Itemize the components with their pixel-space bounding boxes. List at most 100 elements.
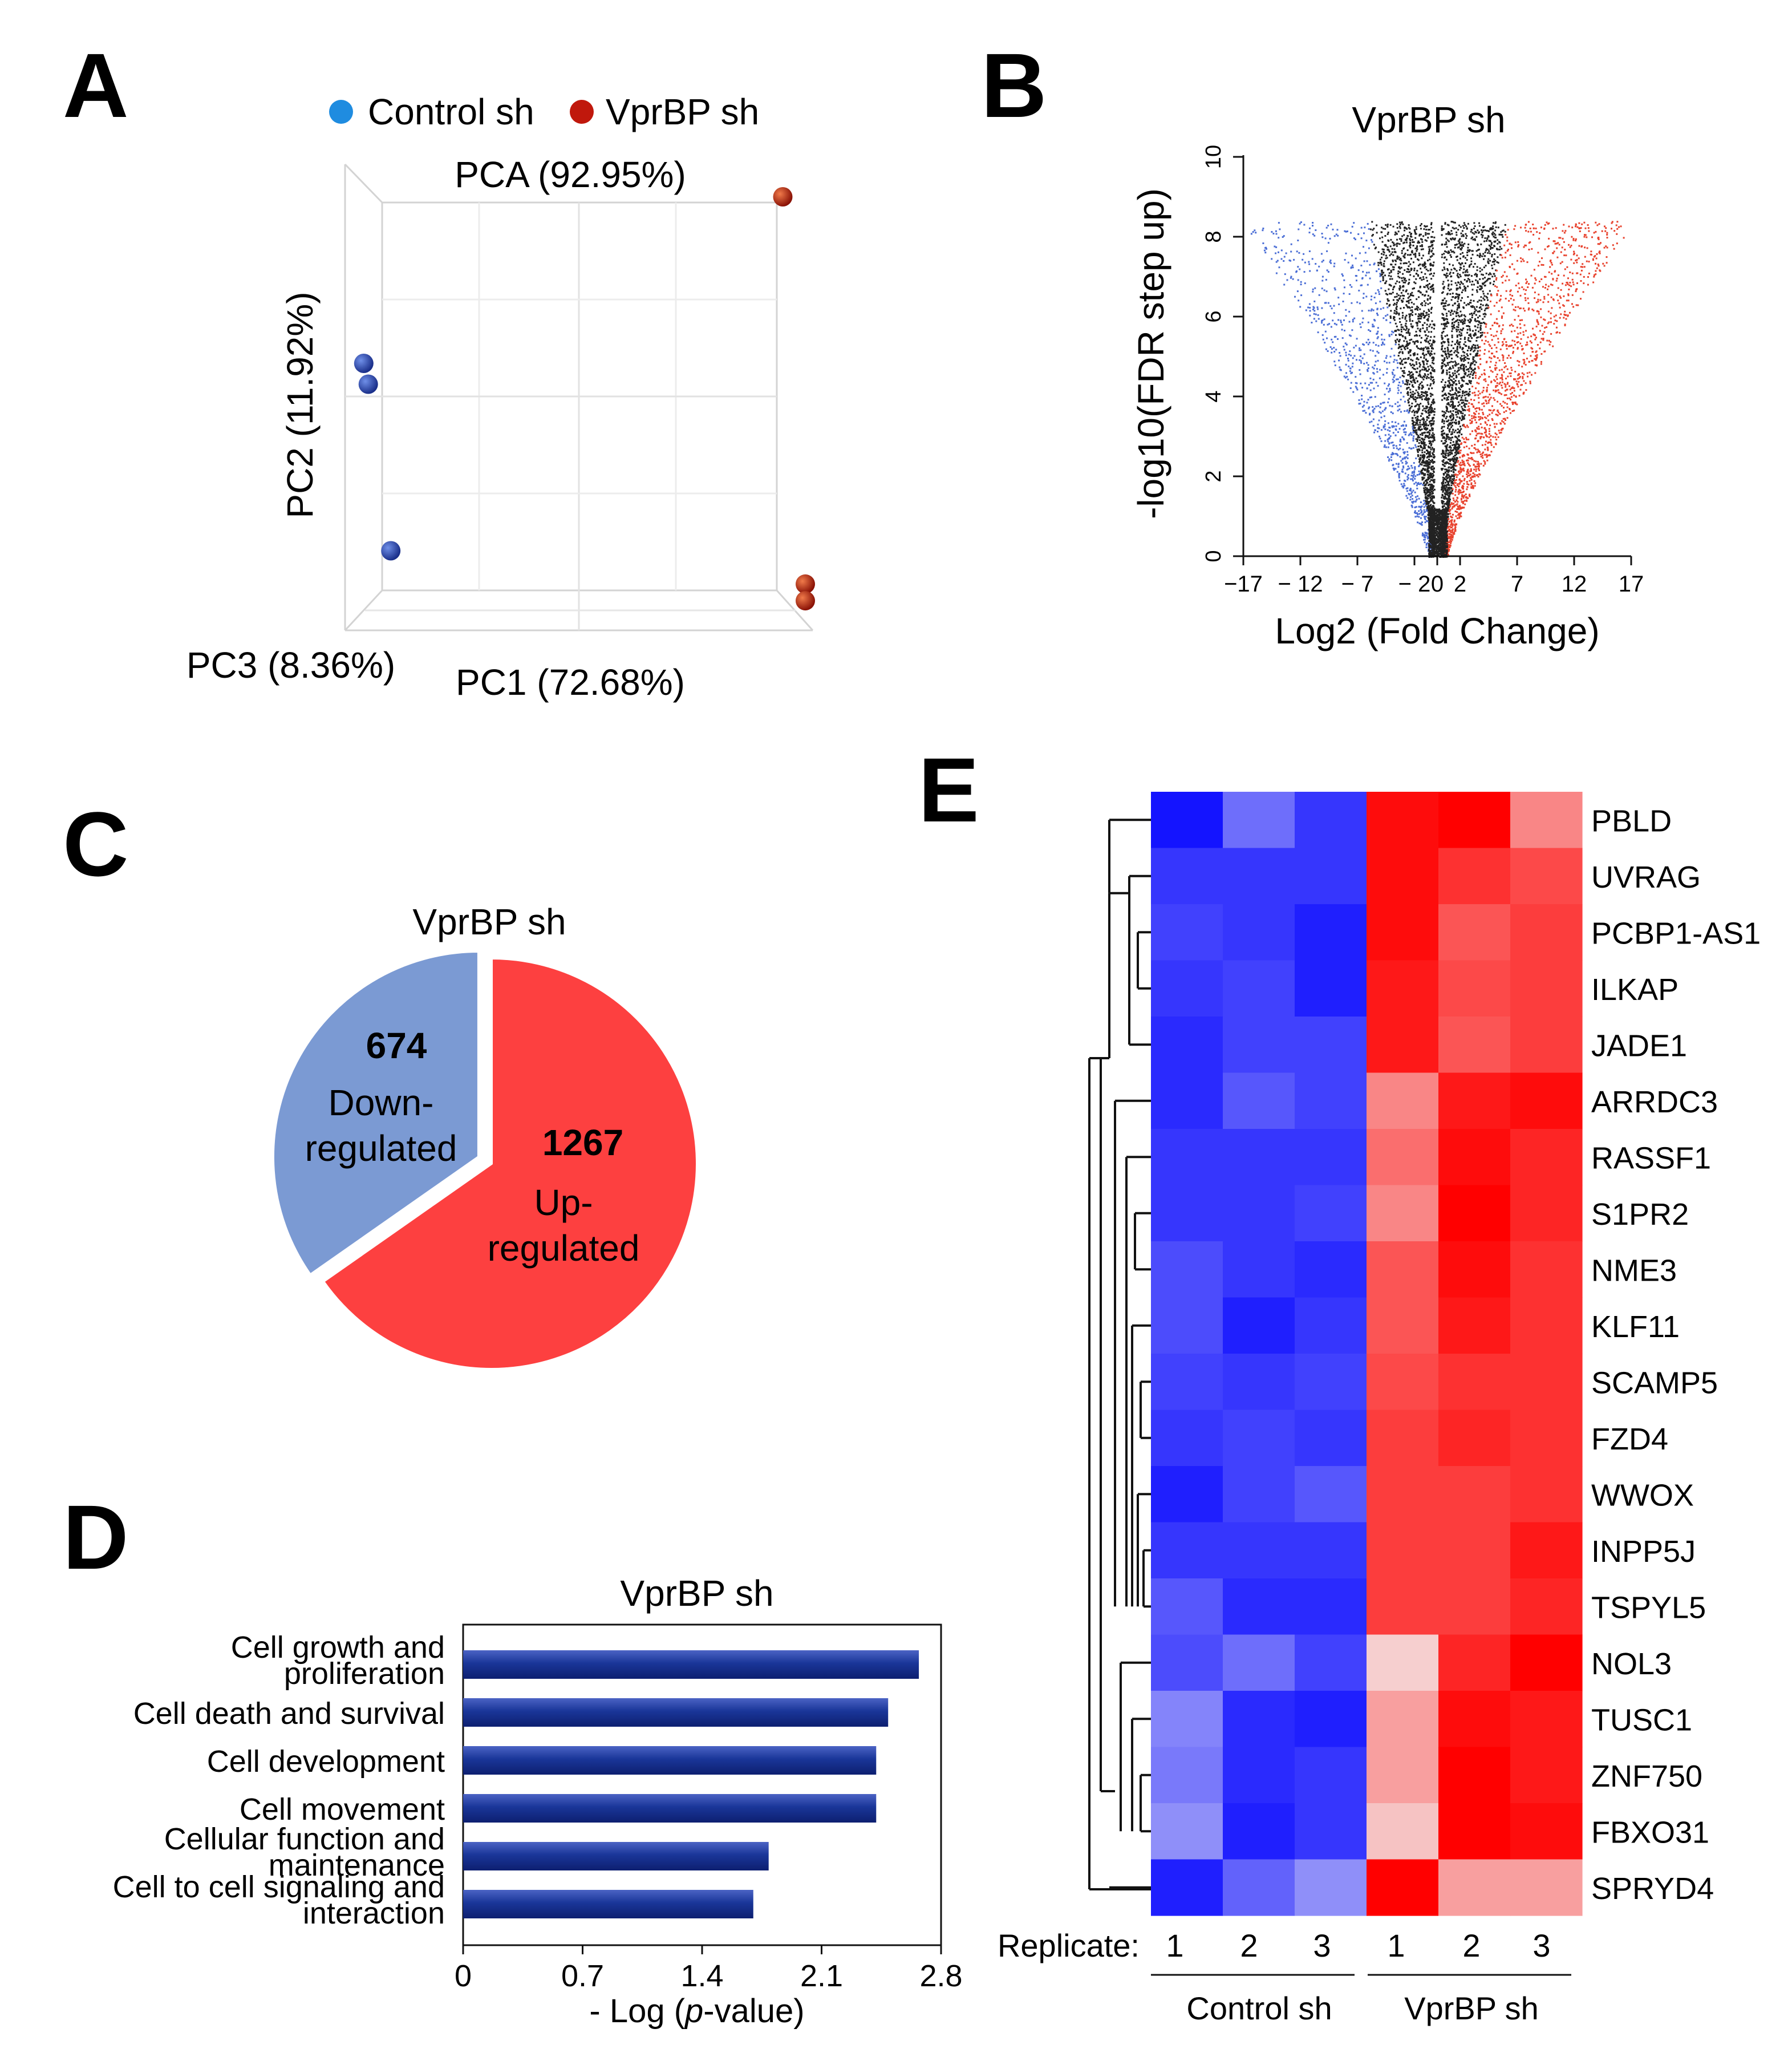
- heat-cell-KLF11-2: [1223, 1297, 1295, 1354]
- volcano-xtick-label-7: 12: [1562, 572, 1587, 597]
- heat-cell-JADE1-4: [1367, 1017, 1439, 1074]
- heat-cell-SCAMP5-3: [1295, 1354, 1367, 1411]
- heat-cell-ARRDC3-6: [1510, 1072, 1583, 1129]
- gene-label-ILKAP: ILKAP: [1591, 973, 1679, 1007]
- heat-cell-PCBP1-AS1-1: [1151, 904, 1223, 961]
- heat-cell-PBLD-6: [1510, 792, 1583, 849]
- heat-cell-INPP5J-2: [1223, 1522, 1295, 1579]
- panel-letter-d: D: [63, 1486, 129, 1588]
- pie-chart: VprBP sh 674 Down- regulated 1267 Up- re…: [271, 901, 698, 1370]
- heat-cell-TSPYL5-4: [1367, 1578, 1439, 1635]
- heat-cell-SPRYD4-2: [1223, 1859, 1295, 1916]
- heatmap-grid: [1151, 792, 1583, 1916]
- heat-cell-RASSF1-2: [1223, 1129, 1295, 1186]
- bar-xlabel-suffix: -value): [703, 1993, 804, 2030]
- bar-xlabel-italic: p: [684, 1993, 703, 2030]
- heat-cell-JADE1-1: [1151, 1017, 1223, 1074]
- bar-xtick-label-1: 0.7: [561, 1959, 604, 1993]
- bar-label-4-line-1: Cell movement: [240, 1792, 445, 1827]
- volcano-ns-right: [1441, 221, 1506, 558]
- dendrogram: [1088, 819, 1151, 1890]
- heat-cell-RASSF1-1: [1151, 1129, 1223, 1186]
- replicate-numbers: 1 2 3 1 2 3: [1166, 1928, 1550, 1963]
- volcano-ylabel: -log10(FDR step up): [1130, 188, 1171, 519]
- legend-vprbp-dot: [570, 100, 594, 124]
- heat-cell-WWOX-5: [1438, 1466, 1511, 1523]
- heat-cell-SPRYD4-1: [1151, 1859, 1223, 1916]
- heat-cell-KLF11-3: [1295, 1297, 1367, 1354]
- volcano-down-points: [1250, 221, 1433, 558]
- pca-xlabel: PC1 (72.68%): [456, 662, 685, 703]
- heat-cell-S1PR2-3: [1295, 1185, 1367, 1242]
- volcano-ytick-label-6: 6: [1202, 310, 1226, 322]
- heat-cell-INPP5J-6: [1510, 1522, 1583, 1579]
- volcano-title: VprBP sh: [1352, 99, 1505, 140]
- gene-label-SPRYD4: SPRYD4: [1591, 1872, 1714, 1906]
- heat-cell-PBLD-1: [1151, 792, 1223, 849]
- heat-cell-UVRAG-6: [1510, 848, 1583, 905]
- pie-up-label-2: regulated: [488, 1228, 640, 1269]
- bar-label-1-line-1: Cell growth and: [231, 1630, 445, 1665]
- heat-cell-ZNF750-2: [1223, 1747, 1295, 1804]
- volcano-xtick-label-4: 0: [1431, 572, 1444, 597]
- heat-cell-TUSC1-5: [1438, 1691, 1511, 1748]
- heat-cell-PCBP1-AS1-3: [1295, 904, 1367, 961]
- volcano-chart: VprBP sh -log10(FDR step up) Log2 (Fold …: [1130, 99, 1644, 651]
- pca-points: [354, 187, 815, 611]
- heat-cell-NME3-6: [1510, 1241, 1583, 1298]
- volcano-xtick-label-1: − 12: [1278, 572, 1323, 597]
- volcano-up-points: [1443, 221, 1625, 557]
- heat-cell-INPP5J-1: [1151, 1522, 1223, 1579]
- heat-cell-JADE1-3: [1295, 1017, 1367, 1074]
- gene-label-FZD4: FZD4: [1591, 1422, 1668, 1456]
- heat-cell-UVRAG-1: [1151, 848, 1223, 905]
- pca-point-control-2: [358, 374, 378, 394]
- heat-cell-TUSC1-1: [1151, 1691, 1223, 1748]
- heat-cell-FBXO31-4: [1367, 1803, 1439, 1860]
- heat-cell-ILKAP-1: [1151, 960, 1223, 1017]
- heat-cell-NME3-5: [1438, 1241, 1511, 1298]
- replicate-vprbp-3: 3: [1532, 1928, 1550, 1963]
- group-label-control: Control sh: [1186, 1990, 1332, 2026]
- heat-cell-SPRYD4-6: [1510, 1859, 1583, 1916]
- heat-cell-JADE1-6: [1510, 1017, 1583, 1074]
- bar-title: VprBP sh: [620, 1573, 773, 1614]
- heat-cell-UVRAG-2: [1223, 848, 1295, 905]
- heat-cell-FBXO31-6: [1510, 1803, 1583, 1860]
- heat-cell-SPRYD4-5: [1438, 1859, 1511, 1916]
- heat-cell-TSPYL5-5: [1438, 1578, 1511, 1635]
- heat-cell-NOL3-3: [1295, 1634, 1367, 1691]
- heat-cell-ARRDC3-4: [1367, 1072, 1439, 1129]
- pca-point-control-1: [354, 354, 374, 373]
- volcano-xtick-label-5: 2: [1454, 572, 1466, 597]
- heat-cell-WWOX-2: [1223, 1466, 1295, 1523]
- bar-1: [463, 1650, 919, 1679]
- volcano-xlabel: Log2 (Fold Change): [1275, 610, 1599, 651]
- gene-label-UVRAG: UVRAG: [1591, 860, 1701, 894]
- gene-label-S1PR2: S1PR2: [1591, 1197, 1689, 1232]
- bar-3: [463, 1746, 877, 1775]
- heat-cell-TUSC1-6: [1510, 1691, 1583, 1748]
- volcano-base-cluster: [1428, 508, 1448, 558]
- legend-vprbp-label: VprBP sh: [606, 91, 759, 132]
- bar-2: [463, 1698, 889, 1727]
- heat-cell-SCAMP5-5: [1438, 1354, 1511, 1411]
- panel-letter-c: C: [63, 793, 129, 895]
- heat-cell-NOL3-4: [1367, 1634, 1439, 1691]
- volcano-ns-left: [1369, 221, 1436, 558]
- heat-cell-TSPYL5-3: [1295, 1578, 1367, 1635]
- pie-down-count: 674: [366, 1025, 427, 1066]
- legend-control-label: Control sh: [368, 91, 534, 132]
- heat-cell-KLF11-5: [1438, 1297, 1511, 1354]
- gene-label-TUSC1: TUSC1: [1591, 1703, 1692, 1737]
- heat-cell-ZNF750-1: [1151, 1747, 1223, 1804]
- heat-cell-ARRDC3-2: [1223, 1072, 1295, 1129]
- heat-cell-KLF11-6: [1510, 1297, 1583, 1354]
- heat-cell-PCBP1-AS1-5: [1438, 904, 1511, 961]
- heat-cell-S1PR2-1: [1151, 1185, 1223, 1242]
- volcano-ytick-label-10: 10: [1202, 145, 1226, 169]
- group-label-vprbp: VprBP sh: [1404, 1990, 1539, 2026]
- bar-xlabel-prefix: - Log (: [589, 1993, 685, 2030]
